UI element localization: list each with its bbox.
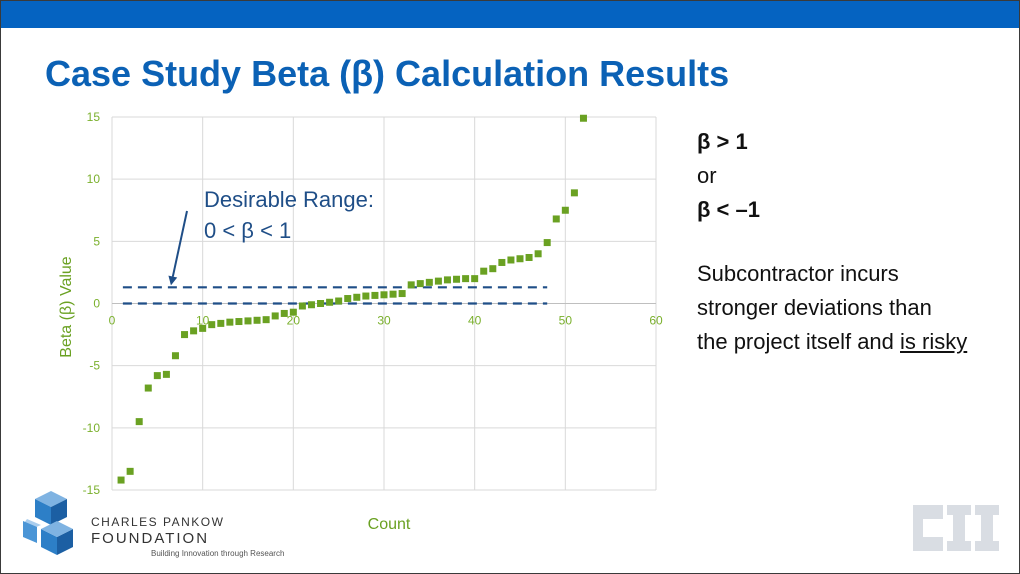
- data-point: [516, 255, 524, 263]
- logo-tagline: Building Innovation through Research: [151, 549, 285, 558]
- data-point: [416, 280, 424, 288]
- data-point: [579, 114, 587, 122]
- risk-text-line-1: Subcontractor incurs: [697, 261, 899, 286]
- data-point: [570, 189, 578, 197]
- data-point: [344, 295, 352, 303]
- data-point: [462, 275, 470, 283]
- x-tick-label: 10: [196, 314, 210, 328]
- risk-text-line-3: the project itself and is risky: [697, 329, 968, 354]
- data-point: [153, 372, 161, 380]
- risk-explanation: β > 1 or β < –1 Subcontractor incurs str…: [697, 125, 967, 359]
- data-point: [389, 290, 397, 298]
- x-tick-label: 0: [109, 314, 116, 328]
- desirable-range-label: Desirable Range:: [204, 187, 374, 212]
- y-tick-label: -5: [89, 359, 100, 373]
- data-point: [226, 318, 234, 326]
- data-point: [453, 275, 461, 283]
- data-point: [353, 293, 361, 301]
- is-risky-text: is risky: [900, 329, 968, 354]
- threshold-lines: [122, 286, 548, 305]
- top-bar: [1, 1, 1019, 28]
- data-point: [561, 206, 569, 214]
- data-point: [335, 297, 343, 305]
- data-point: [407, 281, 415, 289]
- data-point: [144, 384, 152, 392]
- y-tick-label: 5: [93, 234, 100, 248]
- data-point: [443, 276, 451, 284]
- data-point: [253, 316, 261, 324]
- desirable-range-condition: 0 < β < 1: [204, 218, 291, 243]
- beta-greater-condition: β > 1: [697, 129, 748, 154]
- risk-text-line-2: stronger deviations than: [697, 295, 932, 320]
- y-tick-label: 0: [93, 297, 100, 311]
- data-point: [552, 215, 560, 223]
- logo-name-line-1: CHARLES PANKOW: [91, 515, 225, 529]
- data-point: [525, 253, 533, 261]
- data-point: [434, 277, 442, 285]
- data-point: [489, 265, 497, 273]
- data-point: [307, 301, 315, 309]
- pankow-foundation-logo: CHARLES PANKOW FOUNDATION Building Innov…: [23, 489, 313, 561]
- x-tick-label: 40: [468, 314, 482, 328]
- data-point: [425, 278, 433, 286]
- cii-logo-icon: [913, 505, 999, 551]
- beta-less-condition: β < –1: [697, 197, 760, 222]
- data-point: [171, 352, 179, 360]
- annotation-arrow: [171, 210, 188, 277]
- data-point: [480, 267, 488, 275]
- y-tick-label: -10: [83, 421, 101, 435]
- data-points: [117, 114, 587, 484]
- data-point: [471, 275, 479, 283]
- x-axis-title: Count: [368, 516, 411, 533]
- data-point: [126, 467, 134, 475]
- data-point: [398, 290, 406, 298]
- data-point: [534, 250, 542, 258]
- data-point: [199, 324, 207, 332]
- data-point: [371, 291, 379, 299]
- y-axis-title: Beta (β) Value: [58, 256, 75, 358]
- data-point: [262, 316, 270, 324]
- data-point: [117, 476, 125, 484]
- data-point: [217, 319, 225, 327]
- data-point: [543, 239, 551, 247]
- x-tick-label: 30: [377, 314, 391, 328]
- x-tick-label: 20: [287, 314, 301, 328]
- data-point: [317, 300, 325, 307]
- data-point: [289, 308, 297, 316]
- data-point: [507, 256, 515, 264]
- data-point: [280, 309, 288, 317]
- data-point: [208, 321, 216, 329]
- data-point: [162, 370, 170, 378]
- annotation-arrowhead: [168, 275, 178, 286]
- data-point: [326, 298, 334, 306]
- y-tick-label: -15: [83, 483, 101, 497]
- data-point: [271, 312, 279, 320]
- data-point: [298, 302, 306, 310]
- data-point: [244, 317, 252, 325]
- data-point: [181, 331, 189, 339]
- y-tick-label: 15: [87, 110, 101, 124]
- data-point: [190, 327, 198, 335]
- x-tick-label: 50: [559, 314, 573, 328]
- cube-logo-icon: [23, 491, 73, 555]
- slide-title: Case Study Beta (β) Calculation Results: [45, 53, 730, 94]
- x-tick-label: 60: [649, 314, 663, 328]
- logo-name-line-2: FOUNDATION: [91, 530, 210, 547]
- data-point: [380, 291, 388, 299]
- or-text: or: [697, 163, 717, 188]
- data-point: [235, 318, 243, 326]
- data-point: [498, 258, 506, 266]
- data-point: [135, 418, 143, 426]
- y-tick-label: 10: [87, 172, 101, 186]
- data-point: [362, 292, 370, 300]
